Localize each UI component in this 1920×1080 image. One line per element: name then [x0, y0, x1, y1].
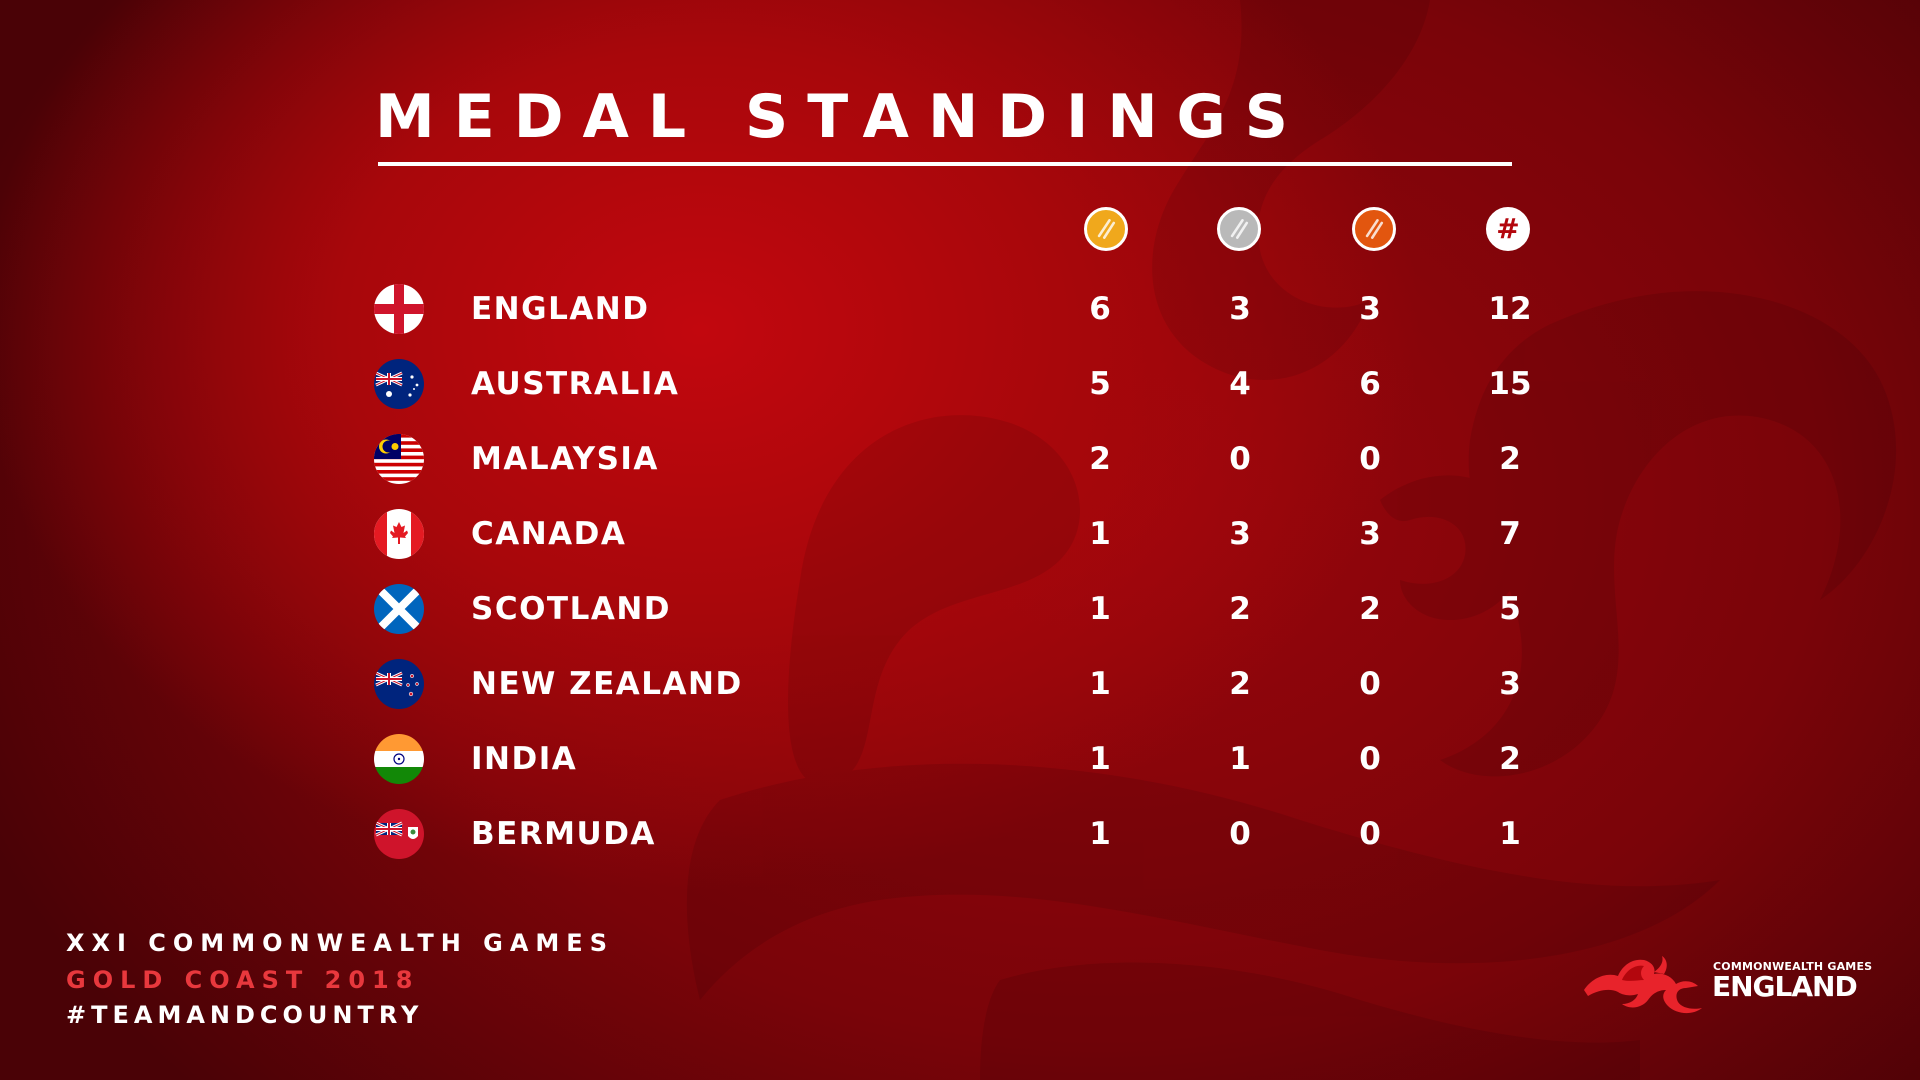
gold-count: 2 — [1089, 441, 1111, 477]
total-count: 1 — [1499, 816, 1521, 852]
gold-count: 5 — [1089, 366, 1111, 402]
england-flag-icon — [374, 284, 424, 334]
australia-flag-icon — [374, 359, 424, 409]
silver-count: 0 — [1229, 441, 1251, 477]
new-zealand-flag-icon — [374, 659, 424, 709]
table-row: ENGLAND 6 3 3 12 — [0, 279, 1920, 339]
gold-count: 1 — [1089, 816, 1111, 852]
gold-count: 1 — [1089, 516, 1111, 552]
bronze-count: 0 — [1359, 441, 1381, 477]
country-name: INDIA — [471, 741, 578, 777]
gold-count: 6 — [1089, 291, 1111, 327]
table-row: BERMUDA 1 0 0 1 — [0, 804, 1920, 864]
bronze-count: 3 — [1359, 516, 1381, 552]
bronze-count: 6 — [1359, 366, 1381, 402]
gold-medal-icon — [1084, 207, 1128, 251]
team-england-logo: COMMONWEALTH GAMES ENGLAND — [1580, 950, 1873, 1020]
bronze-count: 2 — [1359, 591, 1381, 627]
games-name: XXI COMMONWEALTH GAMES — [66, 929, 614, 957]
canada-flag-icon — [374, 509, 424, 559]
malaysia-flag-icon — [374, 434, 424, 484]
country-name: NEW ZEALAND — [471, 666, 743, 702]
total-count: 2 — [1499, 441, 1521, 477]
table-row: NEW ZEALAND 1 2 0 3 — [0, 654, 1920, 714]
page-title: MEDAL STANDINGS — [375, 82, 1307, 152]
silver-count: 2 — [1229, 666, 1251, 702]
total-hash-icon: # — [1486, 207, 1530, 251]
total-count: 3 — [1499, 666, 1521, 702]
table-row: AUSTRALIA 5 4 6 15 — [0, 354, 1920, 414]
total-count: 2 — [1499, 741, 1521, 777]
games-location: GOLD COAST 2018 — [66, 966, 420, 994]
silver-count: 3 — [1229, 291, 1251, 327]
silver-count: 4 — [1229, 366, 1251, 402]
total-count: 15 — [1488, 366, 1532, 402]
silver-count: 3 — [1229, 516, 1251, 552]
country-name: BERMUDA — [471, 816, 656, 852]
bronze-count: 3 — [1359, 291, 1381, 327]
hashtag: #TEAMANDCOUNTRY — [66, 1001, 424, 1029]
silver-count: 0 — [1229, 816, 1251, 852]
country-name: SCOTLAND — [471, 591, 671, 627]
silver-medal-icon — [1217, 207, 1261, 251]
bronze-count: 0 — [1359, 816, 1381, 852]
table-row: SCOTLAND 1 2 2 5 — [0, 579, 1920, 639]
gold-count: 1 — [1089, 741, 1111, 777]
total-count: 12 — [1488, 291, 1532, 327]
silver-count: 1 — [1229, 741, 1251, 777]
country-name: ENGLAND — [471, 291, 650, 327]
table-row: CANADA 1 3 3 7 — [0, 504, 1920, 564]
gold-count: 1 — [1089, 666, 1111, 702]
bronze-count: 0 — [1359, 666, 1381, 702]
table-row: INDIA 1 1 0 2 — [0, 729, 1920, 789]
scotland-flag-icon — [374, 584, 424, 634]
silver-count: 2 — [1229, 591, 1251, 627]
bermuda-flag-icon — [374, 809, 424, 859]
table-row: MALAYSIA 2 0 0 2 — [0, 429, 1920, 489]
total-count: 7 — [1499, 516, 1521, 552]
bronze-medal-icon — [1352, 207, 1396, 251]
title-divider — [378, 162, 1512, 166]
india-flag-icon — [374, 734, 424, 784]
lion-logo-icon — [1584, 956, 1702, 1014]
gold-count: 1 — [1089, 591, 1111, 627]
country-name: MALAYSIA — [471, 441, 659, 477]
bronze-count: 0 — [1359, 741, 1381, 777]
logo-title: ENGLAND — [1712, 970, 1858, 1003]
country-name: AUSTRALIA — [471, 366, 680, 402]
total-count: 5 — [1499, 591, 1521, 627]
logo-subtitle: COMMONWEALTH GAMES — [1713, 960, 1873, 973]
country-name: CANADA — [471, 516, 627, 552]
